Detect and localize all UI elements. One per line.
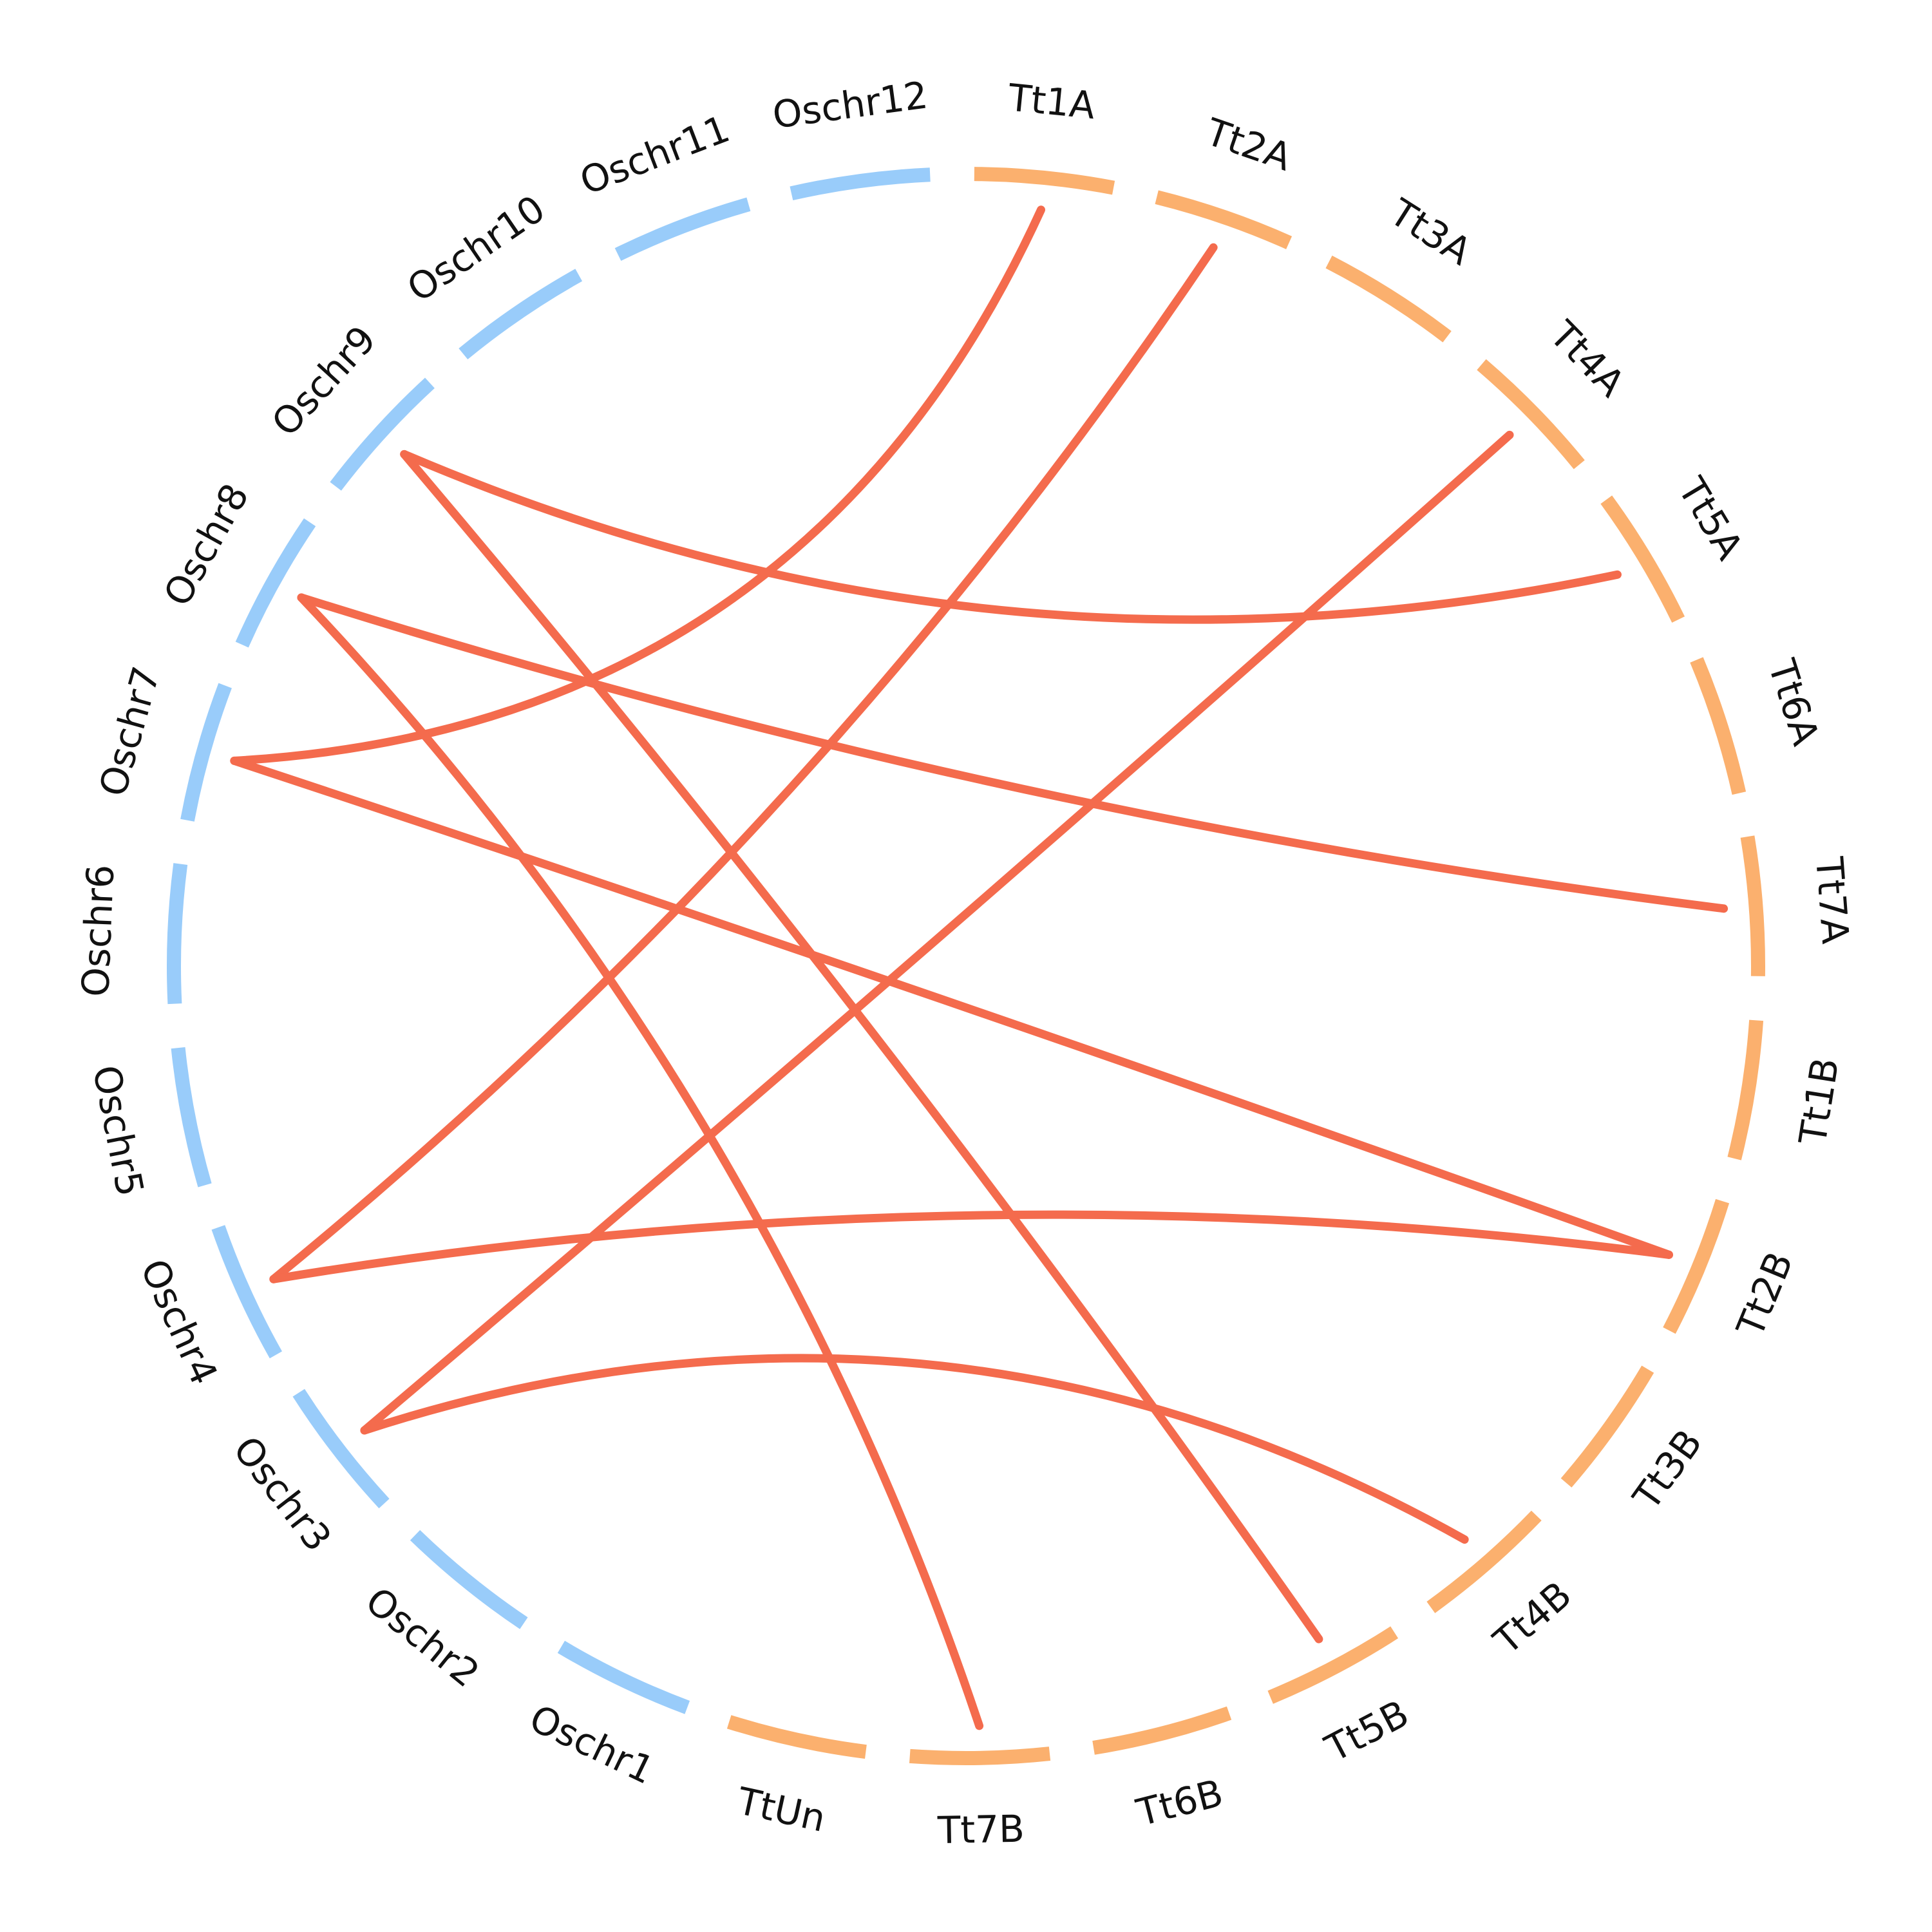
chromosome-label-tt6b: Tt6B xyxy=(1132,1771,1227,1835)
chromosome-label-tt2b: Tt2B xyxy=(1728,1245,1802,1343)
chromosome-label-oschr2: Oschr2 xyxy=(357,1578,488,1696)
chromosome-label-tt7b: Tt7B xyxy=(936,1807,1025,1852)
chromosome-label-tt7a: Tt7A xyxy=(1807,855,1857,945)
chromosome-segment-tt3b xyxy=(1560,1365,1654,1488)
synteny-link-tt2a-oschr4 xyxy=(269,243,1218,1283)
chromosome-segment-ttun xyxy=(726,1715,867,1759)
chromosome-label-tt4b: Tt4B xyxy=(1485,1573,1580,1663)
synteny-link-tt1a-oschr7 xyxy=(230,205,1046,765)
chromosome-segment-oschr12 xyxy=(790,167,931,200)
chromosome-segment-oschr2 xyxy=(410,1530,528,1629)
chromosome-label-oschr10: Oschr10 xyxy=(399,187,553,311)
chromosome-label-oschr7: Oschr7 xyxy=(91,662,169,801)
chromosome-segment-oschr11 xyxy=(614,197,751,261)
chromosome-segment-tt6a xyxy=(1690,657,1747,795)
chromosome-segment-tt1a xyxy=(974,167,1115,195)
chromosome-label-tt6a: Tt6A xyxy=(1759,654,1828,750)
synteny-link-tt7b-oschr8 xyxy=(297,593,984,1730)
chromosome-segment-tt7b xyxy=(909,1747,1051,1765)
synteny-link-tt7a-oschr8 xyxy=(297,593,1728,913)
chromosome-segment-oschr7 xyxy=(180,683,232,822)
chromosome-segment-tt3a xyxy=(1325,255,1452,343)
chromosome-label-tt5b: Tt5B xyxy=(1318,1691,1416,1770)
chromosome-segment-tt4a xyxy=(1477,359,1585,469)
chromosome-segment-oschr8 xyxy=(235,518,316,648)
chromosome-segment-tt5b xyxy=(1267,1626,1399,1704)
synteny-link-tt5a-oschr9 xyxy=(400,450,1622,624)
chromosome-label-oschr5: Oschr5 xyxy=(84,1062,153,1200)
synteny-link-tt2b-oschr7 xyxy=(230,756,1673,1259)
chromosome-segment-tt6b xyxy=(1092,1706,1232,1755)
chromosome-label-oschr12: Oschr12 xyxy=(770,73,931,137)
chromosome-label-tt3b: Tt3B xyxy=(1624,1421,1710,1518)
chromosome-label-tt2a: Tt2A xyxy=(1200,109,1297,180)
chromosome-label-oschr11: Oschr11 xyxy=(574,107,735,204)
synteny-link-tt5b-oschr9 xyxy=(400,450,1323,1643)
chromosome-label-tt3a: Tt3A xyxy=(1381,190,1479,274)
chromosome-label-oschr1: Oschr1 xyxy=(523,1696,661,1793)
chromosome-segment-tt2b xyxy=(1663,1198,1730,1334)
synteny-link-tt4a-oschr3 xyxy=(360,430,1514,1435)
chromosome-segment-oschr9 xyxy=(330,377,435,491)
synteny-link-tt4b-oschr3 xyxy=(360,1354,1469,1544)
chromosome-segment-oschr3 xyxy=(292,1388,390,1509)
chromosome-segment-tt4b xyxy=(1426,1510,1542,1613)
chromosome-segment-oschr6 xyxy=(167,863,188,1005)
chromosome-segment-oschr10 xyxy=(459,269,583,360)
chromosome-label-oschr8: Oschr8 xyxy=(155,477,258,613)
chromosome-segment-tt1b xyxy=(1727,1019,1764,1160)
chromosome-label-tt5a: Tt5A xyxy=(1669,469,1752,567)
chromosome-label-tt1a: Tt1A xyxy=(1006,75,1097,128)
chromosome-label-oschr6: Oschr6 xyxy=(73,864,122,998)
chromosome-segment-oschr5 xyxy=(171,1047,212,1188)
chromosome-labels: Tt1A Tt2A Tt3A Tt4A Tt5A Tt6A Tt7A Tt1B Tt2B Tt3B… xyxy=(73,73,1857,1852)
chromosome-label-tt4a: Tt4A xyxy=(1541,312,1634,406)
chromosome-segment-oschr4 xyxy=(211,1225,282,1359)
synteny-links xyxy=(230,205,1728,1730)
chromosome-segment-tt7a xyxy=(1740,835,1765,976)
chromosome-label-tt1b: Tt1B xyxy=(1790,1055,1847,1148)
chromosome-segment-tt5a xyxy=(1600,495,1685,623)
chromosome-label-oschr9: Oschr9 xyxy=(263,317,385,445)
chromosome-segment-tt2a xyxy=(1155,190,1293,249)
chromosome-segment-oschr1 xyxy=(557,1640,690,1714)
chromosome-label-oschr3: Oschr3 xyxy=(225,1428,340,1559)
chromosome-label-oschr4: Oschr4 xyxy=(132,1253,227,1391)
synteny-link-tt2b-oschr4 xyxy=(269,1210,1673,1283)
chromosome-segments xyxy=(167,167,1765,1765)
chromosome-label-ttun: TtUn xyxy=(733,1779,829,1841)
